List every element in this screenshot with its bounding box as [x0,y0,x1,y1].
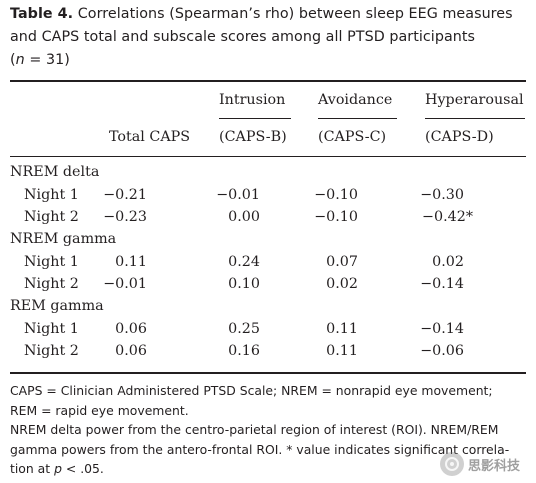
header-bottom-rule [10,156,526,157]
row-label: Night 2 [24,343,79,359]
table-cell: −0.30 [420,187,464,203]
table-caption: Table 4. Correlations (Spearman’s rho) b… [10,3,530,72]
header-avoidance: Avoidance [318,92,393,108]
table-cell: −0.21 [103,187,147,203]
watermark-logo-icon [440,452,464,476]
header-spanner-avoidance [318,118,397,119]
table-cell: 0.10 [228,276,260,292]
table-cell: −0.14 [420,321,464,337]
table-cell: 0.24 [228,254,260,270]
table-cell: 0.00 [228,209,260,225]
caption-line-1: Correlations (Spearman’s rho) between sl… [77,6,513,22]
group-title: NREM gamma [10,231,117,247]
header-hyperarousal: Hyperarousal [425,92,524,108]
table-cell: 0.11 [326,343,358,359]
footnote-line: CAPS = Clinician Administered PTSD Scale… [10,383,493,398]
row-label: Night 1 [24,254,79,270]
header-caps-b: (CAPS-B) [219,129,287,145]
table-cell: 0.25 [228,321,260,337]
table-cell: 0.11 [115,254,147,270]
table-cell: −0.10 [314,187,358,203]
table-cell: 0.07 [326,254,358,270]
row-label: Night 1 [24,321,79,337]
table-cell: −0.01 [103,276,147,292]
footnote-line: tion at p < .05. [10,461,104,476]
caption-line-3: (n = 31) [10,52,70,68]
watermark-text: 思影科技 [468,458,521,474]
group-title: REM gamma [10,298,104,314]
caption-line-2: and CAPS total and subscale scores among… [10,29,476,45]
table-cell: 0.06 [115,343,147,359]
table-cell: 0.02 [432,254,464,270]
table-cell: −0.01 [216,187,260,203]
watermark: 思影科技 [440,450,532,478]
table-cell: −0.23 [103,209,147,225]
table-cell: 0.11 [326,321,358,337]
footnote-line: gamma powers from the antero-frontal ROI… [10,441,510,457]
table-cell: 0.16 [228,343,260,359]
header-spanner-hyperarousal [425,118,525,119]
row-label: Night 2 [24,209,79,225]
footnote-line: NREM delta power from the centro-parieta… [10,422,499,437]
header-total-caps: Total CAPS [109,129,191,145]
table-cell: 0.02 [326,276,358,292]
header-caps-d: (CAPS-D) [425,129,494,145]
row-label: Night 1 [24,187,79,203]
row-label: Night 2 [24,276,79,292]
header-intrusion: Intrusion [219,92,286,108]
table-cell: −0.10 [314,209,358,225]
table-cell-significant: −0.42* [422,209,473,225]
header-spanner-intrusion [219,118,291,119]
table-bottom-rule [10,372,526,374]
header-caps-c: (CAPS-C) [318,129,387,145]
table-top-rule [10,80,526,82]
table-cell: −0.14 [420,276,464,292]
footnote-line: REM = rapid eye movement. [10,402,189,418]
group-title: NREM delta [10,164,100,180]
table-cell: 0.06 [115,321,147,337]
table-footnotes: CAPS = Clinician Administered PTSD Scale… [10,381,530,479]
table-cell: −0.06 [420,343,464,359]
table-label: Table 4. [10,6,74,22]
